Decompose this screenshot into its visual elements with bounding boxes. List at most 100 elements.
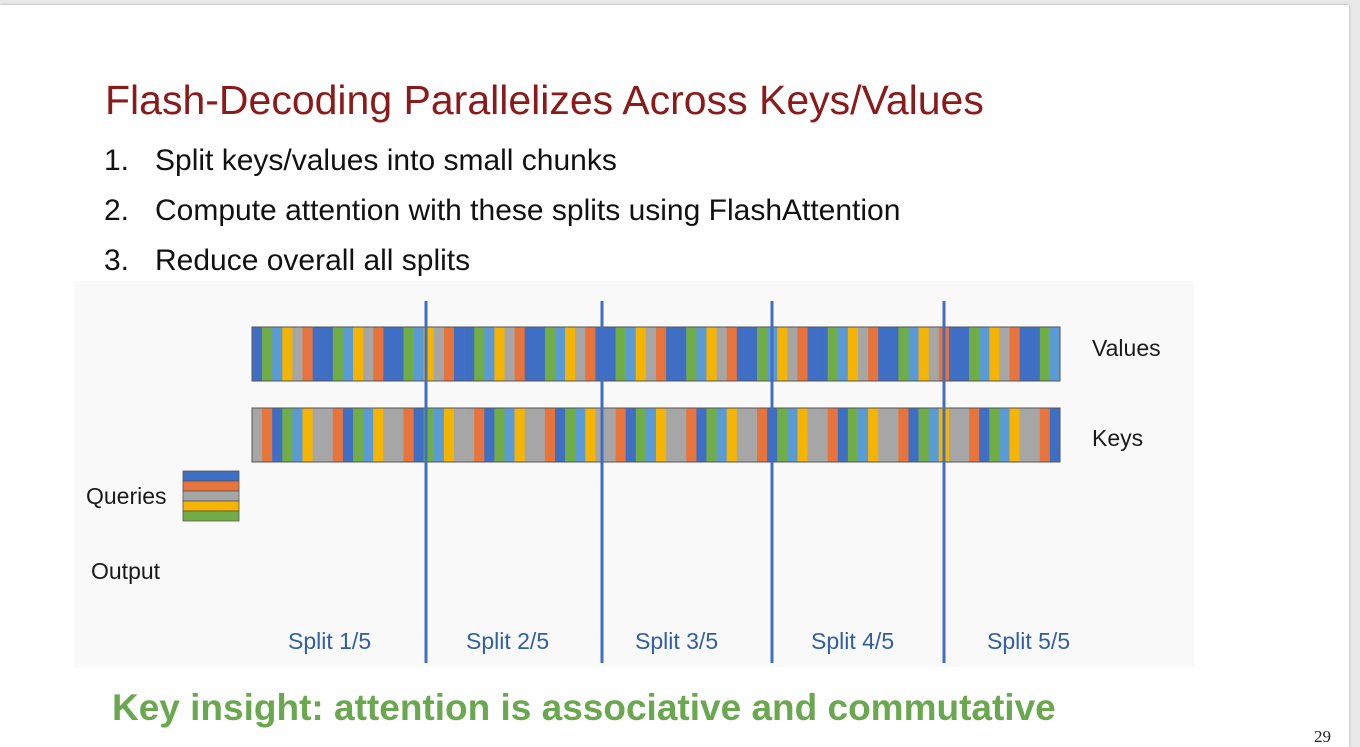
split-label-4: Split 4/5 (811, 628, 895, 654)
bar-stripe (322, 327, 334, 381)
bar-stripe (716, 408, 727, 462)
values-bar (251, 326, 1061, 382)
bar-stripe (787, 408, 798, 462)
split-label-2: Split 2/5 (466, 628, 550, 654)
step-text: Reduce overall all splits (155, 244, 471, 277)
split-dividers (424, 301, 946, 663)
bar-stripe (605, 408, 616, 462)
bar-stripe (1039, 408, 1051, 462)
bar-stripe (928, 327, 940, 381)
bar-stripe (534, 408, 546, 462)
bar-stripe (302, 327, 313, 381)
bar-stripe (363, 408, 374, 462)
bar-stripe (322, 408, 334, 462)
bar-stripe (696, 327, 707, 381)
bar-stripe (292, 327, 303, 381)
split-label-3: Split 3/5 (635, 628, 719, 654)
bar-stripe (454, 327, 465, 381)
bar-stripe (757, 327, 768, 381)
bar-stripe (534, 327, 546, 381)
values-label: Values (1092, 335, 1161, 361)
bar-stripe (736, 408, 748, 462)
bar-stripe (302, 408, 313, 462)
bar-stripe (514, 408, 525, 462)
bar-stripe (403, 327, 414, 381)
queries-block (182, 470, 240, 522)
bar-stripe (858, 408, 869, 462)
bar-stripe (615, 327, 626, 381)
split-label-5: Split 5/5 (987, 628, 1071, 654)
bar-outline (251, 407, 1061, 463)
bar-stripe (918, 327, 929, 381)
bar-stripe (312, 408, 323, 462)
bar-stripe (1049, 408, 1061, 462)
bar-stripe (898, 327, 909, 381)
bar-stripe (363, 327, 374, 381)
list-item: 2. Compute attention with these splits us… (104, 190, 900, 240)
bar-stripe (615, 408, 626, 462)
bar-stripe (1039, 327, 1051, 381)
query-row (182, 480, 240, 492)
bar-stripe (423, 327, 435, 381)
bar-stripe (292, 408, 303, 462)
bar-stripe (696, 408, 707, 462)
bar-stripe (948, 408, 960, 462)
bar-stripe (383, 408, 394, 462)
bar-stripe (757, 408, 768, 462)
bar-stripe (494, 408, 505, 462)
bar-stripe (706, 408, 717, 462)
query-row (182, 470, 240, 482)
bar-stripe (262, 327, 273, 381)
bar-stripe (817, 408, 828, 462)
bar-stripe (908, 327, 919, 381)
list-item: 3. Reduce overall all splits (104, 240, 900, 290)
bar-stripe (605, 327, 616, 381)
bar-stripe (1029, 327, 1041, 381)
bar-stripe (858, 327, 869, 381)
bar-stripe (252, 327, 263, 381)
step-number: 3. (104, 244, 130, 277)
step-number: 1. (104, 144, 130, 177)
bar-stripe (837, 408, 849, 462)
flash-decoding-diagram: Values Keys Queries Output Split 1/5 Spl… (74, 281, 1194, 667)
bar-stripe (827, 327, 839, 381)
diagram-canvas (182, 301, 1061, 663)
bar-stripe (656, 327, 667, 381)
query-row (182, 490, 240, 502)
step-text: Compute attention with these splits usin… (155, 194, 901, 227)
bar-stripe (373, 327, 384, 381)
bar-stripe (746, 408, 758, 462)
bar-stripe (676, 408, 687, 462)
bar-stripe (918, 408, 929, 462)
bar-stripe (272, 408, 283, 462)
bar-stripe (777, 327, 788, 381)
bar-stripe (514, 327, 525, 381)
page-number: 29 (1314, 727, 1331, 746)
output-label: Output (91, 558, 161, 584)
bar-stripe (888, 327, 899, 381)
split-label-1: Split 1/5 (288, 628, 372, 654)
query-row (182, 510, 240, 522)
bar-stripe (565, 327, 576, 381)
slide: Flash-Decoding Parallelizes Across Keys/… (0, 5, 1349, 747)
bar-stripe (393, 408, 404, 462)
bar-stripe (383, 327, 394, 381)
bar-stripe (928, 408, 940, 462)
bar-stripe (1009, 408, 1020, 462)
bar-stripe (625, 327, 637, 381)
bar-stripe (716, 327, 727, 381)
bar-stripe (807, 408, 818, 462)
bar-stripe (969, 408, 980, 462)
bar-stripe (847, 327, 859, 381)
bar-stripe (342, 408, 354, 462)
bar-stripe (797, 408, 808, 462)
bar-stripe (979, 327, 990, 381)
bar-stripe (959, 408, 970, 462)
bar-stripe (282, 327, 293, 381)
bar-stripe (656, 408, 667, 462)
bar-stripe (403, 408, 414, 462)
bar-stripe (575, 327, 586, 381)
bar-stripe (524, 408, 536, 462)
bar-stripe (868, 327, 879, 381)
bar-stripe (979, 408, 990, 462)
